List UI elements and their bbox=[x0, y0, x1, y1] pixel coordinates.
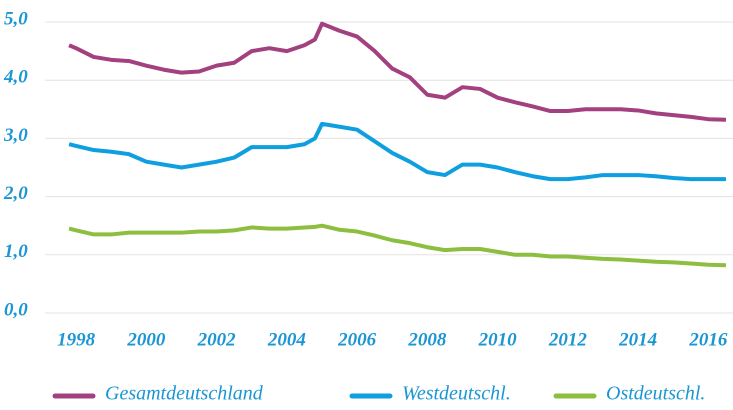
x-tick-label: 2016 bbox=[688, 329, 728, 350]
series-line bbox=[68, 21, 727, 122]
legend-label: Westdeutschl. bbox=[402, 383, 511, 405]
legend-label: Ostdeutschl. bbox=[606, 383, 705, 405]
x-tick-label: 2010 bbox=[478, 329, 518, 350]
x-tick-label: 2004 bbox=[267, 329, 306, 350]
x-tick-label: 2006 bbox=[337, 329, 377, 350]
x-tick-label: 2008 bbox=[407, 329, 447, 350]
x-tick-label: 2000 bbox=[126, 329, 166, 350]
series-line bbox=[68, 223, 727, 268]
y-tick-label: 0,0 bbox=[4, 299, 28, 320]
x-tick-label: 2014 bbox=[618, 329, 657, 350]
x-tick-label: 2002 bbox=[197, 329, 237, 350]
x-tick-label: 1998 bbox=[57, 329, 96, 350]
y-tick-label: 3,0 bbox=[3, 125, 28, 146]
series-line bbox=[68, 121, 726, 182]
y-tick-label: 2,0 bbox=[3, 183, 28, 204]
legend-label: Gesamtdeutschland bbox=[105, 383, 264, 405]
y-tick-label: 5,0 bbox=[4, 8, 28, 29]
y-tick-label: 4,0 bbox=[3, 67, 28, 88]
y-tick-label: 1,0 bbox=[4, 241, 28, 262]
x-tick-label: 2012 bbox=[548, 329, 588, 350]
